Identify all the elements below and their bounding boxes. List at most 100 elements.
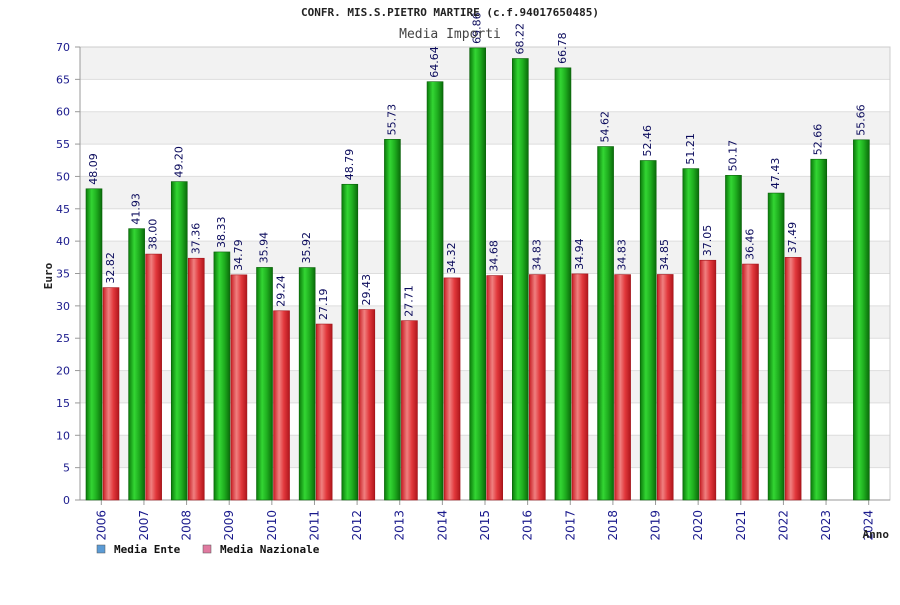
bar-media-ente (554, 67, 572, 501)
data-label: 35.92 (300, 232, 313, 264)
bar-media-nazionale (486, 275, 503, 501)
data-label: 29.43 (360, 274, 373, 306)
x-tick-label: 2020 (691, 510, 705, 541)
x-tick-label: 2024 (862, 510, 876, 541)
data-label: 34.68 (488, 240, 501, 272)
x-tick-label: 2015 (478, 510, 492, 541)
data-label: 34.83 (616, 239, 629, 271)
data-label: 34.32 (445, 242, 458, 274)
data-label: 27.71 (402, 285, 415, 317)
data-label: 48.09 (87, 153, 100, 185)
bar-media-nazionale (273, 310, 290, 501)
x-tick-label: 2018 (606, 510, 620, 541)
chart-subtitle: Media Importi (399, 27, 501, 42)
x-tick-label: 2016 (521, 510, 535, 541)
x-tick-label: 2013 (393, 510, 407, 541)
data-label: 54.62 (599, 111, 612, 143)
bar-media-ente (170, 181, 188, 501)
bar-media-nazionale (145, 253, 162, 501)
y-axis: 0 5 10 15 20 25 30 35 40 45 50 55 60 65 70 (56, 41, 81, 507)
data-label: 27.19 (317, 289, 330, 321)
y-tick-label: 25 (56, 332, 70, 345)
bar-media-ente (767, 192, 785, 501)
data-label: 34.85 (658, 239, 671, 271)
y-tick-label: 60 (56, 106, 70, 119)
y-tick-label: 20 (56, 365, 70, 378)
bar-labels: 48.09 32.82 41.93 38.00 49.20 37.36 38.33 34.79… (87, 12, 867, 320)
bar-media-ente (213, 251, 231, 501)
bar-media-nazionale (571, 273, 589, 501)
legend-label-media-ente: Media Ente (114, 543, 181, 556)
data-label: 52.46 (641, 125, 654, 157)
data-label: 69.86 (471, 12, 484, 44)
data-label: 34.79 (232, 239, 245, 270)
data-label: 38.00 (147, 219, 160, 251)
data-label: 34.94 (573, 238, 586, 270)
bar-media-ente (384, 139, 401, 501)
data-label: 51.21 (684, 133, 697, 165)
x-tick-label: 2022 (776, 510, 790, 541)
bar-media-nazionale (230, 274, 248, 501)
bar-media-ente (597, 146, 614, 501)
bar-media-ente (682, 168, 700, 501)
data-label: 38.33 (215, 216, 228, 247)
data-label: 32.82 (104, 252, 117, 284)
y-tick-label: 40 (56, 235, 70, 248)
x-tick-label: 2007 (137, 510, 151, 541)
chart-title: CONFR. MIS.S.PIETRO MARTIRE (c.f.9401765… (301, 6, 599, 19)
x-tick-label: 2019 (649, 510, 663, 541)
bar-media-nazionale (699, 259, 717, 501)
data-label: 55.66 (854, 104, 867, 136)
bar-media-nazionale (443, 277, 461, 501)
bar-media-ente (853, 139, 870, 501)
data-label: 48.79 (343, 149, 356, 181)
data-label: 37.49 (786, 222, 799, 254)
bar-media-nazionale (315, 323, 333, 501)
x-tick-label: 2011 (307, 510, 321, 541)
data-label: 64.64 (428, 46, 441, 78)
bar-media-nazionale (401, 320, 418, 501)
bar-media-nazionale (742, 263, 759, 501)
data-label: 37.36 (189, 223, 202, 255)
y-tick-label: 35 (56, 268, 70, 281)
y-tick-label: 15 (56, 397, 70, 410)
bars (85, 47, 870, 501)
bar-media-ente (426, 81, 444, 501)
x-tick-label: 2021 (734, 510, 748, 541)
data-label: 55.73 (385, 104, 398, 136)
bar-media-ente (512, 58, 529, 501)
data-label: 34.83 (530, 239, 543, 271)
x-axis-label: Anno (863, 528, 890, 541)
legend: Media Ente Media Nazionale (96, 543, 320, 556)
y-tick-label: 45 (56, 203, 70, 216)
x-axis: 2006 2007 2008 2009 2010 2011 2012 2013 2014 2015… (80, 499, 890, 541)
data-label: 29.24 (275, 275, 288, 307)
bar-media-nazionale (614, 274, 631, 501)
data-label: 36.46 (743, 229, 756, 261)
bar-media-ente (810, 158, 828, 501)
data-label: 35.94 (258, 232, 271, 264)
data-label: 41.93 (130, 193, 143, 225)
y-tick-label: 70 (56, 41, 70, 54)
legend-swatch-media-ente (96, 544, 106, 554)
bar-media-ente (469, 47, 486, 501)
bar-media-ente (341, 183, 359, 501)
x-tick-label: 2017 (563, 510, 577, 541)
y-tick-label: 55 (56, 138, 70, 151)
data-label: 49.20 (172, 146, 185, 178)
x-tick-label: 2006 (94, 510, 108, 541)
data-label: 50.17 (726, 140, 739, 172)
x-tick-label: 2012 (350, 510, 364, 541)
bar-media-ente (256, 267, 273, 501)
y-tick-label: 30 (56, 300, 70, 313)
bar-media-ente (298, 267, 316, 501)
y-tick-label: 65 (56, 73, 70, 86)
data-label: 47.43 (769, 158, 782, 190)
legend-label-media-nazionale: Media Nazionale (220, 543, 320, 556)
bar-media-nazionale (358, 309, 376, 501)
bar-media-nazionale (784, 257, 802, 501)
data-label: 66.78 (556, 32, 569, 64)
x-tick-label: 2009 (222, 510, 236, 541)
